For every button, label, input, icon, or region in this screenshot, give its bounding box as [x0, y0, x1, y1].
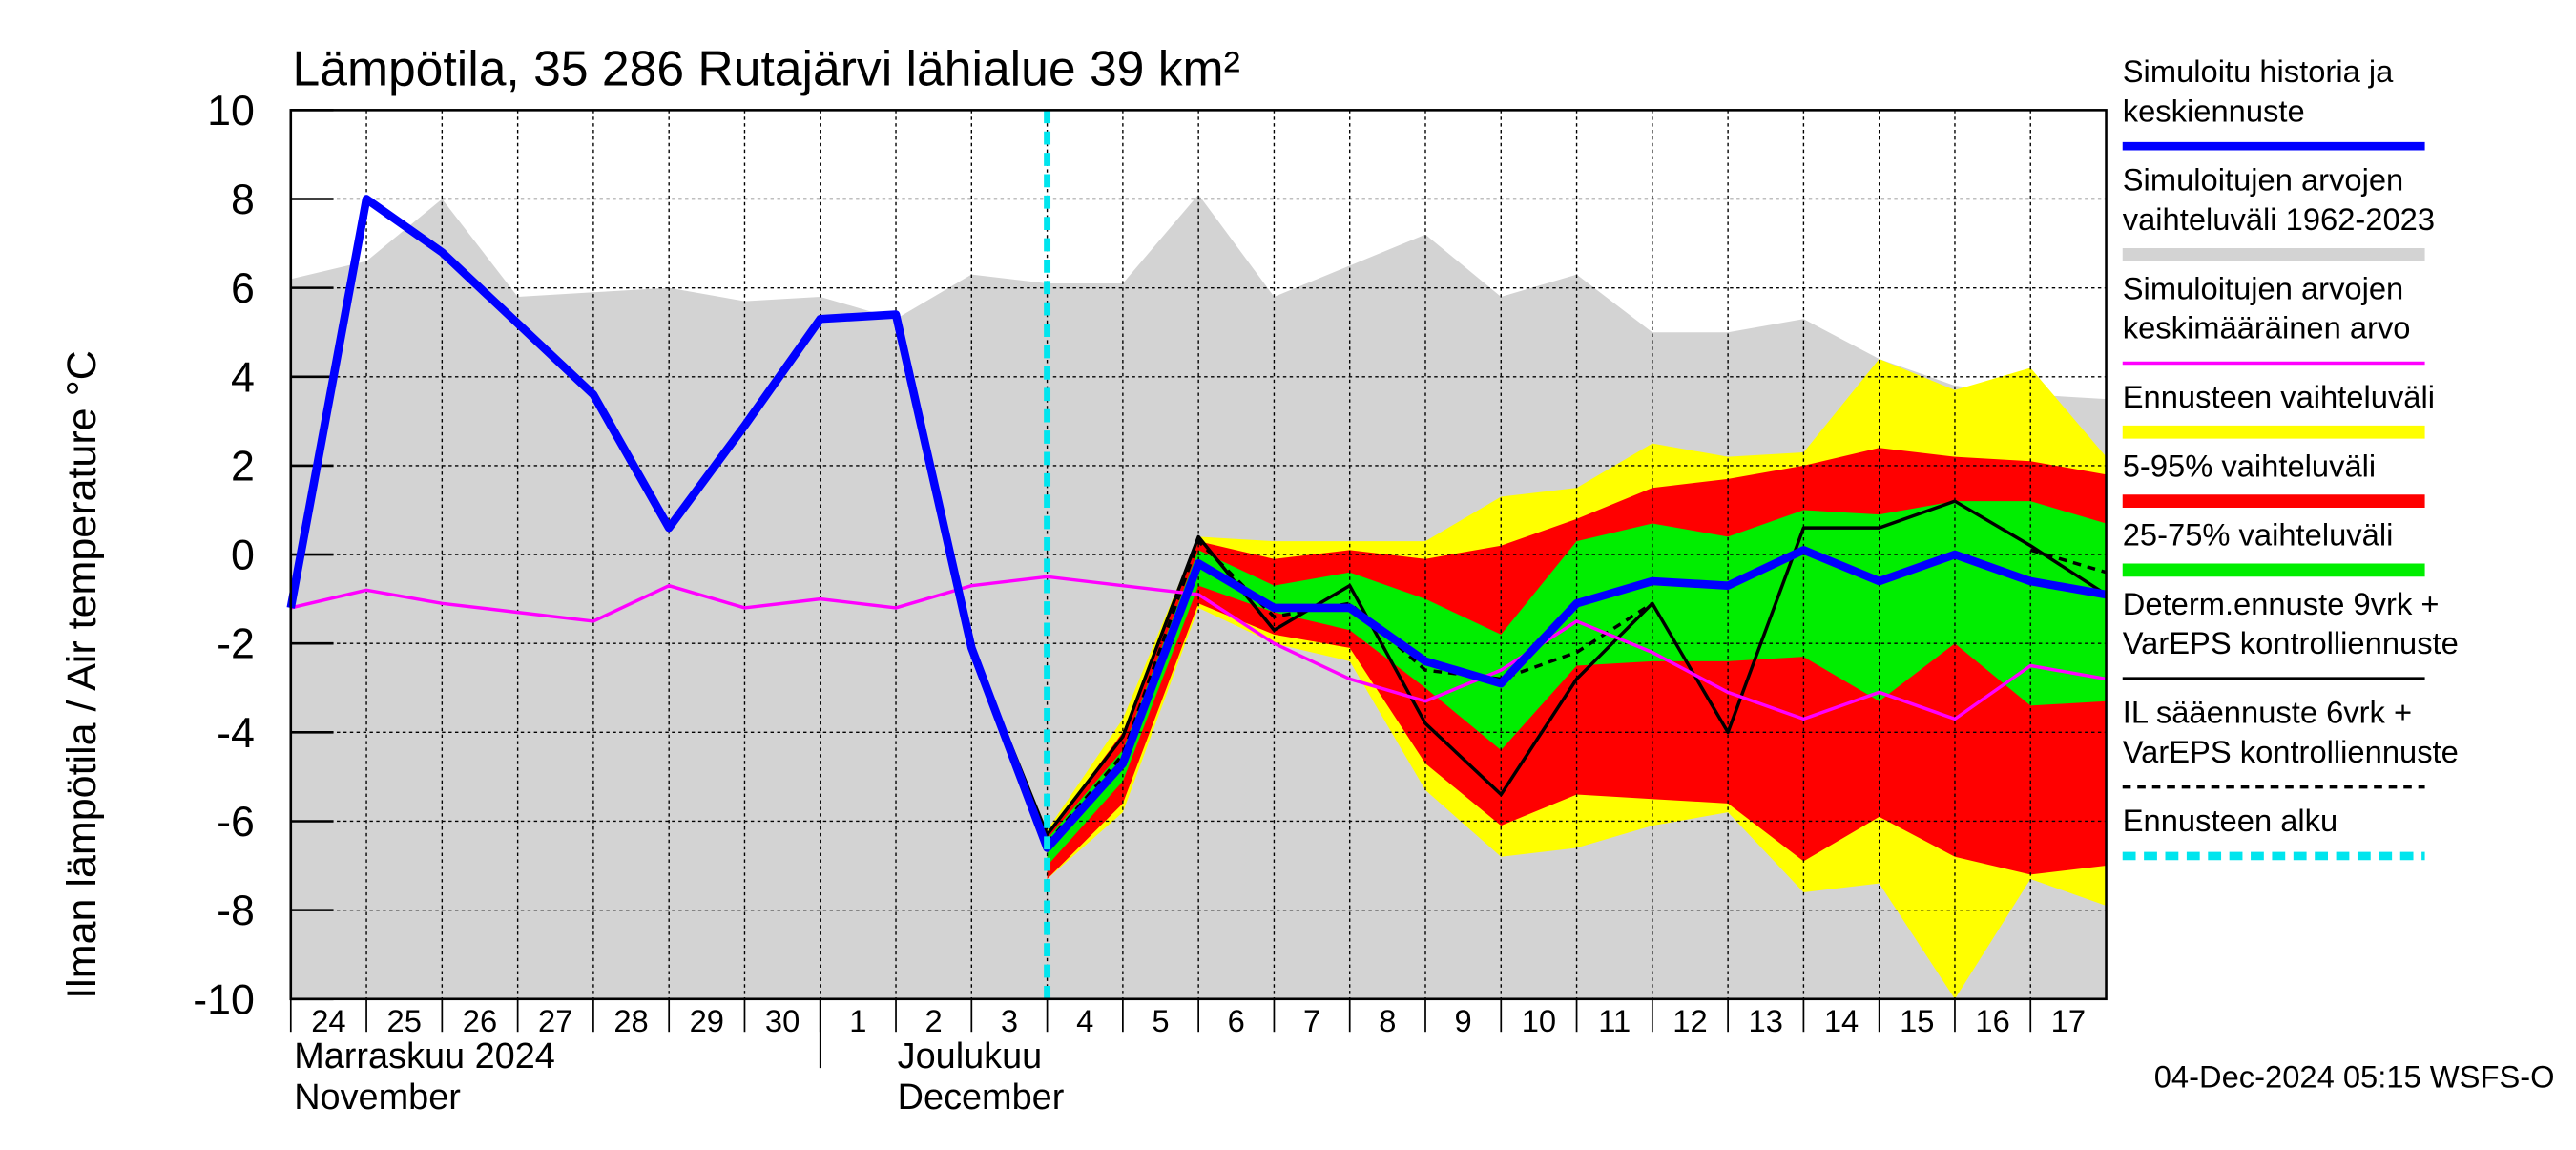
plot-area: [286, 109, 2108, 1033]
x-tick-label: 16: [1975, 1003, 2009, 1038]
legend-label: 25-75% vaihteluväli: [2123, 517, 2394, 553]
line: [286, 195, 2108, 852]
x-tick-label: 2: [925, 1003, 943, 1038]
x-tick-label: 5: [1152, 1003, 1169, 1038]
legend-label: VarEPS kontrolliennuste: [2123, 734, 2459, 769]
x-tick-label: 15: [1900, 1003, 1934, 1038]
x-tick-label: 17: [2051, 1003, 2086, 1038]
legend-label: keskiennuste: [2123, 93, 2305, 128]
y-tick-label: 4: [231, 353, 255, 401]
month-label: Marraskuu 2024: [294, 1036, 555, 1077]
y-tick-label: 0: [231, 532, 255, 579]
x-tick-label: 9: [1455, 1003, 1472, 1038]
y-axis-label: Ilman lämpötila / Air temperature °C: [59, 350, 105, 999]
chart-title: Lämpötila, 35 286 Rutajärvi lähialue 39 …: [293, 41, 1240, 96]
x-tick-label: 29: [690, 1003, 724, 1038]
legend-label: Ennusteen vaihteluväli: [2123, 379, 2435, 414]
x-tick-label: 27: [538, 1003, 572, 1038]
x-tick-label: 28: [613, 1003, 648, 1038]
x-tick-label: 10: [1522, 1003, 1556, 1038]
y-tick-label: -8: [217, 887, 255, 934]
legend-label: IL sääennuste 6vrk +: [2123, 695, 2412, 730]
y-tick-label: 10: [207, 87, 255, 135]
x-tick-label: 8: [1379, 1003, 1396, 1038]
legend-label: vaihteluväli 1962-2023: [2123, 201, 2435, 237]
x-tick-label: 1: [849, 1003, 866, 1038]
x-tick-label: 25: [387, 1003, 422, 1038]
y-tick-label: -10: [193, 975, 255, 1023]
legend-label: VarEPS kontrolliennuste: [2123, 625, 2459, 660]
y-tick-label: 6: [231, 264, 255, 312]
line: [1046, 539, 2108, 845]
x-tick-label: 11: [1598, 1003, 1631, 1038]
x-tick-label: 14: [1824, 1003, 1859, 1038]
line: [894, 314, 2108, 837]
line: [290, 575, 2107, 721]
x-tick-label: 24: [311, 1003, 345, 1038]
y-tick-label: -4: [217, 709, 255, 757]
month-label: Joulukuu: [898, 1036, 1043, 1077]
legend-label: keskimääräinen arvo: [2123, 310, 2411, 345]
legend-label: 5-95% vaihteluväli: [2123, 448, 2376, 483]
x-tick-label: 7: [1303, 1003, 1320, 1038]
footer: 04-Dec-2024 05:15 WSFS-O: [2154, 1059, 2555, 1095]
x-tick-label: 3: [1001, 1003, 1018, 1038]
y-tick-label: 2: [231, 442, 255, 490]
y-tick-label: -6: [217, 798, 255, 846]
legend-label: Simuloitujen arvojen: [2123, 270, 2404, 305]
y-tick-label: -2: [217, 620, 255, 668]
legend-label: Determ.ennuste 9vrk +: [2123, 586, 2440, 621]
band: [1047, 501, 2107, 867]
x-tick-label: 4: [1076, 1003, 1093, 1038]
legend-label: Simuloitujen arvojen: [2123, 162, 2404, 198]
month-label: December: [898, 1077, 1065, 1118]
y-tick-label: 8: [231, 176, 255, 223]
x-tick-label: 30: [765, 1003, 800, 1038]
x-tick-label: 12: [1672, 1003, 1707, 1038]
x-tick-label: 13: [1749, 1003, 1783, 1038]
legend-label: Simuloitu historia ja: [2123, 53, 2394, 89]
x-tick-label: 26: [463, 1003, 497, 1038]
plot-frame: [289, 109, 2108, 1001]
month-label: November: [294, 1077, 461, 1118]
x-tick-label: 6: [1228, 1003, 1245, 1038]
legend-label: Ennusteen alku: [2123, 803, 2337, 838]
